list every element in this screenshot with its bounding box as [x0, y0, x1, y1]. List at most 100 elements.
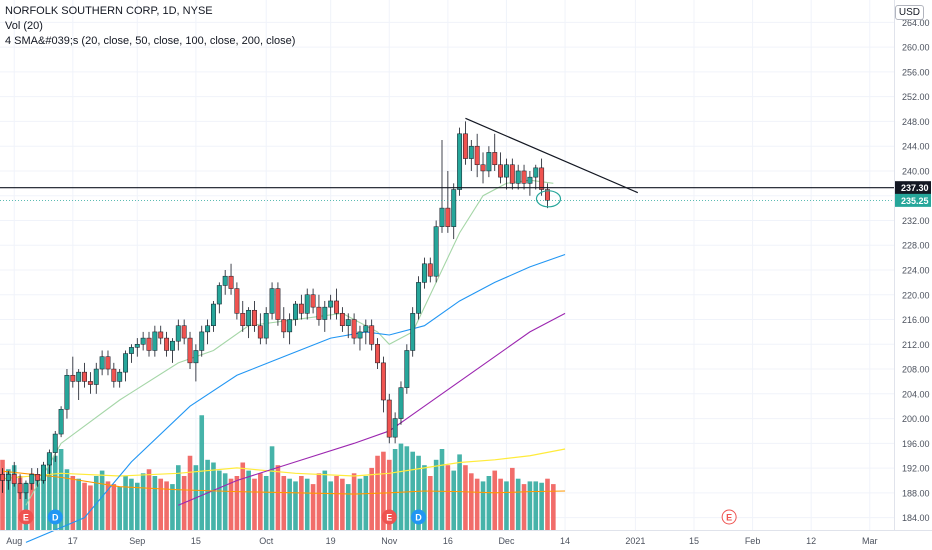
candle	[93, 362, 99, 394]
candle-body	[99, 356, 105, 370]
volume-bar	[416, 455, 421, 530]
candle	[492, 133, 498, 171]
candle	[334, 288, 339, 320]
candle	[421, 257, 427, 289]
candle	[498, 152, 504, 184]
volume-bar	[281, 476, 287, 530]
candle	[474, 133, 480, 178]
candle	[99, 350, 105, 376]
volume-bar	[11, 465, 17, 530]
event-marker-earnings[interactable]: E	[18, 509, 34, 525]
volume-bar	[252, 478, 257, 530]
sma20-line	[25, 179, 554, 506]
volume-bar	[363, 476, 369, 530]
candle-body	[339, 313, 345, 326]
candle	[187, 331, 193, 370]
candle-body	[82, 371, 87, 382]
volume-bar	[469, 473, 474, 530]
candle-body	[228, 275, 234, 289]
volume-bar	[117, 486, 122, 530]
candle	[298, 294, 304, 320]
candle-body	[257, 325, 263, 339]
price-tick-label: 196.00	[902, 439, 930, 449]
candle-body	[111, 368, 117, 382]
candle	[216, 282, 222, 314]
event-marker-earnings-future[interactable]: E	[721, 509, 737, 525]
candle-body	[11, 474, 17, 484]
candle	[17, 474, 23, 500]
candle-body	[187, 337, 193, 364]
candle-body	[169, 340, 175, 351]
symbol-title[interactable]: NORFOLK SOUTHERN CORP, 1D, NYSE	[5, 5, 213, 17]
candle	[140, 331, 146, 351]
event-label: E	[386, 512, 392, 522]
candle	[117, 369, 123, 388]
price-axis[interactable]: 184.00 188.00 192.00 196.00 200.00 204.00 208.…	[894, 0, 932, 550]
candle-body	[433, 226, 439, 277]
volume-bar	[427, 476, 433, 530]
event-circle	[18, 509, 34, 525]
volume-bar	[533, 481, 539, 530]
price-tick-label: 244.00	[902, 142, 930, 152]
volume-bar	[152, 476, 158, 530]
volume-bar	[445, 465, 451, 530]
volume-bar	[422, 465, 427, 530]
event-marker-earnings[interactable]: E	[381, 509, 397, 525]
candle	[123, 350, 129, 382]
candle-body	[439, 207, 445, 227]
candle	[257, 313, 263, 345]
volume-indicator-label[interactable]: Vol (20)	[5, 20, 43, 32]
time-tick-label: 19	[326, 536, 336, 546]
candle	[351, 313, 357, 345]
candle-body	[492, 152, 498, 166]
candle	[433, 220, 439, 283]
volume-bar	[170, 484, 175, 530]
candle	[504, 158, 509, 190]
drawings	[0, 117, 894, 208]
volume-bar	[258, 473, 263, 530]
candle	[181, 319, 187, 345]
volume-bar	[52, 455, 58, 530]
time-tick-label: 15	[689, 536, 699, 546]
candle-body	[5, 474, 11, 481]
candle-body	[222, 275, 228, 286]
candle-body	[117, 371, 123, 382]
volume-bar	[176, 465, 181, 530]
candle	[0, 468, 5, 493]
price-tick-label: 204.00	[902, 389, 930, 399]
volume-bar	[515, 478, 521, 530]
candle-body	[421, 263, 427, 283]
event-marker-dividend[interactable]: D	[47, 509, 63, 525]
volume-bar	[0, 459, 5, 530]
candle	[175, 319, 181, 351]
volume-bar	[357, 478, 363, 530]
price-tick-label: 240.00	[902, 166, 930, 176]
volume-bar	[158, 478, 164, 530]
highlight-ellipse	[535, 190, 562, 208]
volume-bar	[322, 470, 328, 530]
sma-indicator-label[interactable]: 4 SMA&#039;s (20, close, 50, close, 100,…	[5, 35, 296, 47]
currency-button[interactable]: USD	[894, 5, 924, 20]
chart-legend: NORFOLK SOUTHERN CORP, 1D, NYSE Vol (20)…	[5, 4, 295, 49]
volume-bar	[457, 454, 462, 530]
event-marker-dividend[interactable]: D	[411, 509, 427, 525]
candle-body	[504, 164, 509, 178]
time-tick-label: Aug	[6, 536, 22, 546]
volume-bar	[510, 467, 515, 530]
candle-body	[29, 474, 35, 484]
time-axis[interactable]: Aug 17 Sep 15 Oct 19 Nov 16 Dec 14 2021 15 Feb 12 Mar	[0, 530, 932, 547]
candle-body	[281, 319, 287, 333]
volume-bar	[293, 481, 298, 530]
candle-body	[181, 325, 187, 339]
candle	[58, 406, 64, 438]
candle-body	[533, 167, 539, 178]
candle-body	[392, 418, 398, 438]
volume-bar	[398, 443, 404, 530]
candle-body	[304, 294, 310, 314]
candle-body	[375, 344, 380, 364]
candle	[5, 471, 11, 490]
volume-bar	[492, 470, 498, 530]
volume-bar	[99, 470, 105, 530]
volume-bar	[310, 484, 316, 530]
